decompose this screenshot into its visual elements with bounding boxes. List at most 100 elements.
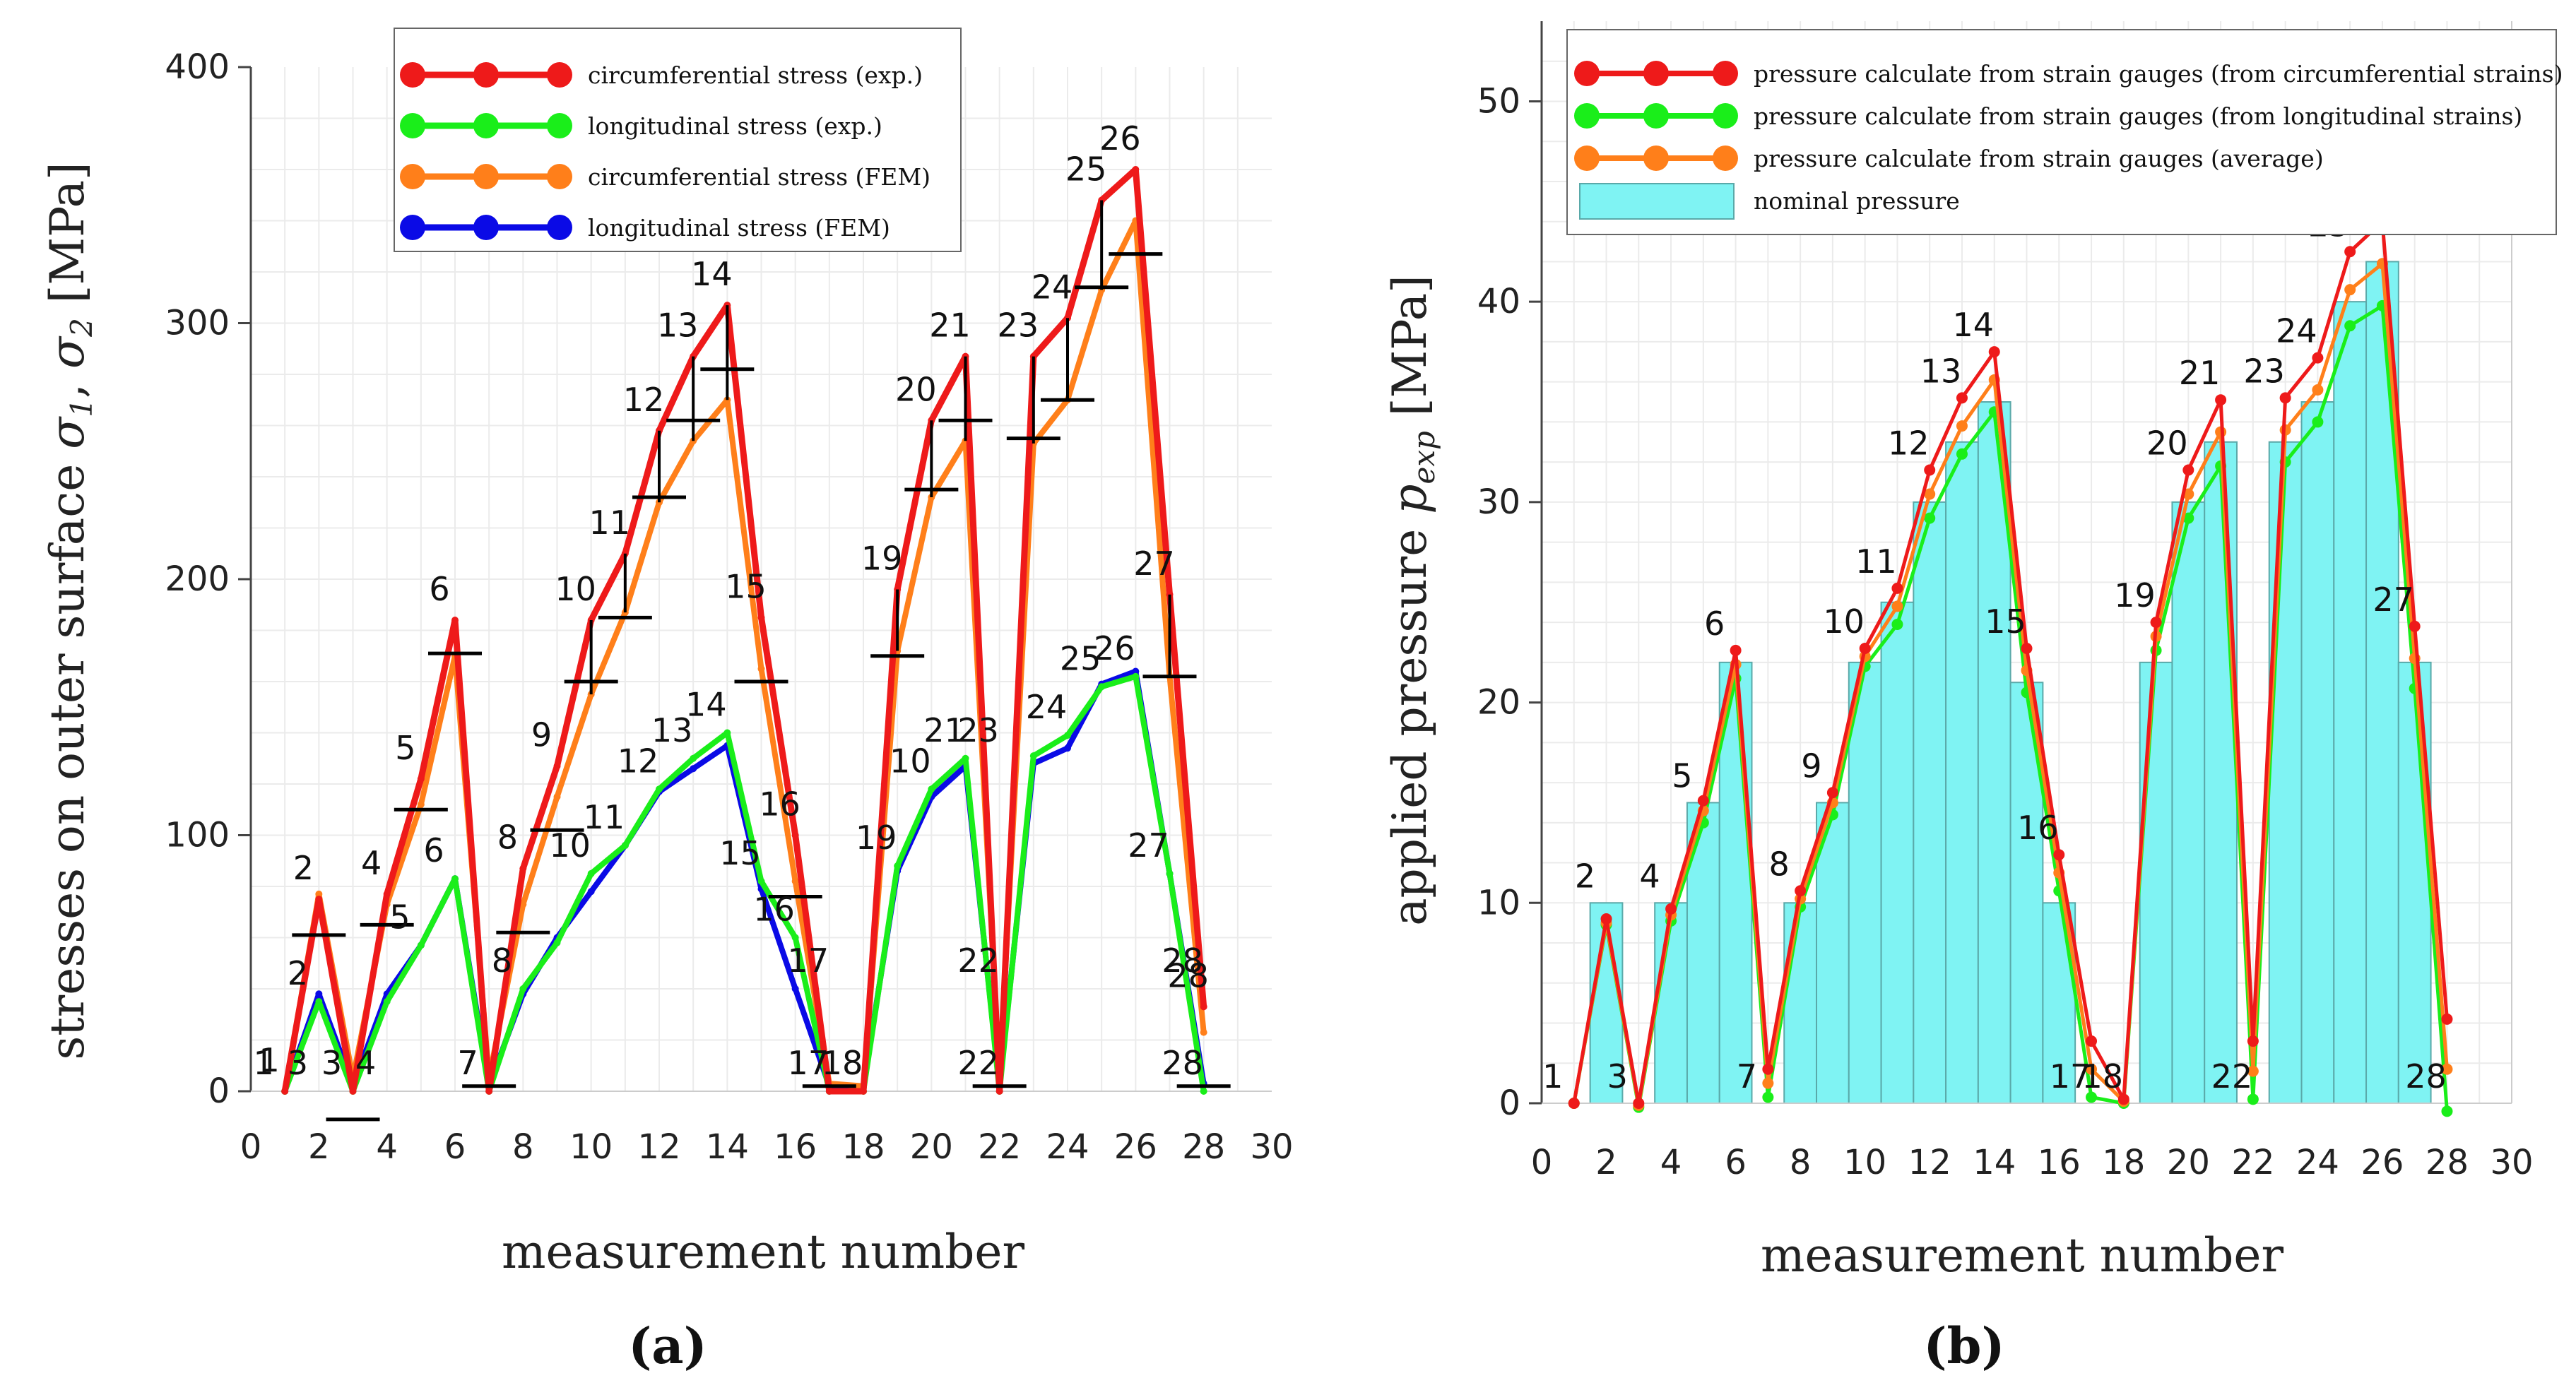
chart-b-nominal-pressure-bar	[2333, 301, 2368, 1104]
chart-b-series-line	[1572, 304, 2449, 1112]
chart-b-data-point	[1924, 464, 1936, 476]
chart-a-y-tick-label: 200	[165, 559, 230, 599]
chart-a-lower-point-label: 22	[957, 941, 999, 980]
chart-a-data-point	[315, 890, 323, 898]
chart-b-data-point	[2247, 1065, 2259, 1077]
chart-b-point-label: 8	[1768, 845, 1789, 883]
chart-a-x-tick-label: 26	[1114, 1127, 1157, 1167]
chart-a-y-label-unit: [MPa]	[40, 162, 95, 318]
chart-b-data-point	[2344, 246, 2356, 258]
chart-b-data-point	[2215, 394, 2227, 406]
chart-b-y-label-sub: exp	[1407, 431, 1441, 484]
chart-a-upper-point-label: 24	[1032, 268, 1073, 306]
chart-b-data-point	[2117, 1093, 2129, 1105]
chart-a-lower-point-label: 26	[1094, 629, 1135, 667]
chart-a-legend-swatch-marker	[400, 62, 425, 88]
chart-b-data-point	[1924, 512, 1936, 524]
chart-b-point-label: 11	[1855, 542, 1897, 581]
chart-a-data-point	[1200, 1003, 1207, 1011]
chart-b-data-point	[1891, 600, 1903, 612]
chart-a-x-tick-label: 24	[1046, 1127, 1089, 1167]
chart-b-data-point	[1795, 885, 1807, 897]
chart-a-legend-swatch-marker	[400, 164, 425, 189]
chart-a-lower-point-label: 15	[719, 834, 761, 872]
chart-b-data-point	[2312, 416, 2324, 428]
chart-a-lower-point-label: 8	[492, 941, 512, 980]
chart-b-data-point	[1600, 913, 1612, 925]
chart-b-point-label: 2	[1575, 857, 1595, 895]
chart-b-nominal-pressure-bar	[2204, 441, 2238, 1104]
chart-b-nominal-pressure-bar	[2397, 661, 2432, 1104]
chart-a-legend-label: longitudinal stress (FEM)	[588, 214, 890, 242]
chart-b-nominal-pressure-bar	[2171, 501, 2206, 1104]
chart-a-upper-point-label: 10	[555, 570, 596, 608]
chart-a-legend-swatch-marker	[400, 113, 425, 138]
chart-a-data-point	[349, 1088, 357, 1095]
chart-a-y-label-main: stresses on outer surface	[40, 449, 95, 1060]
chart-b-y-label-main: applied pressure	[1383, 514, 1437, 926]
chart-a-data-point	[690, 754, 697, 762]
chart-a-legend-swatch-marker	[547, 113, 572, 138]
chart-b-nominal-pressure-bar	[1945, 441, 1979, 1104]
chart-a-y-label-sigma2: σ	[40, 335, 95, 369]
chart-b-data-point	[2344, 284, 2356, 296]
chart-a-y-label-sep: ,	[40, 369, 95, 398]
chart-a-y-tick-label: 300	[165, 304, 230, 343]
chart-b-data-point	[1762, 1063, 1774, 1075]
chart-b-point-label: 1	[1542, 1057, 1563, 1095]
chart-b-x-tick-label: 18	[2102, 1143, 2145, 1182]
chart-a-lower-point-label: 22	[957, 1044, 999, 1082]
chart-b-nominal-pressure-bar	[1589, 902, 1624, 1104]
chart-b-point-label: 3	[1607, 1057, 1628, 1095]
chart-a-lower-point-label: 13	[651, 711, 693, 749]
chart-b-data-point	[1956, 392, 1968, 404]
chart-a-data-point	[1098, 683, 1106, 691]
chart-a-lower-point-label: 1	[254, 1044, 274, 1082]
chart-a-data-point	[825, 1088, 833, 1095]
chart-b-data-point	[1891, 582, 1903, 594]
chart-a-data-point	[757, 614, 765, 622]
chart-a-x-tick-label: 30	[1250, 1127, 1293, 1167]
chart-b-x-tick-label: 28	[2426, 1143, 2469, 1182]
chart-a-lower-point-label: 5	[389, 898, 410, 936]
chart-b-legend-swatch-marker	[1713, 61, 1738, 86]
chart-a-upper-point-label: 20	[895, 370, 937, 408]
chart-a-upper-point-label: 19	[861, 540, 903, 578]
chart-a-data-point	[451, 617, 459, 624]
chart-a-x-tick-label: 12	[637, 1127, 680, 1167]
chart-a-y-label-sigma1: σ	[40, 416, 95, 449]
chart-b-y-tick-label: 30	[1477, 482, 1520, 522]
chart-a-data-point	[587, 869, 595, 877]
chart-a-data-point	[417, 801, 425, 808]
chart-a-data-point	[1200, 1088, 1207, 1095]
chart-a-lower-point-label: 7	[458, 1044, 478, 1082]
chart-a-x-tick-label: 20	[910, 1127, 953, 1167]
chart-b-data-point	[1859, 642, 1871, 654]
chart-a-lower-point-label: 21	[923, 711, 965, 749]
chart-b-x-tick-label: 14	[1973, 1143, 2016, 1182]
chart-a-data-point	[451, 875, 459, 883]
chart-b-point-label: 16	[2017, 809, 2059, 847]
chart-a-series-line	[281, 166, 1207, 1095]
chart-b-point-label: 12	[1888, 424, 1930, 462]
chart-a-x-tick-label: 4	[376, 1127, 398, 1167]
chart-a-data-point	[1029, 752, 1037, 760]
chart-b-legend-label: pressure calculate from strain gauges (a…	[1754, 145, 2324, 172]
chart-b-legend-swatch-marker	[1643, 103, 1669, 129]
chart-a-upper-point-label: 12	[623, 381, 665, 419]
chart-b-data-point	[1633, 1098, 1645, 1109]
chart-a-data-point	[383, 890, 391, 898]
chart-b-y-label-unit: [MPa]	[1383, 275, 1437, 431]
chart-b-x-tick-label: 20	[2167, 1143, 2210, 1182]
chart-a-data-point	[315, 990, 323, 998]
chart-a-lower-point-label: 28	[1162, 1044, 1203, 1082]
chart-b-point-label: 6	[1704, 605, 1725, 643]
chart-b-x-tick-label: 12	[1908, 1143, 1951, 1182]
chart-a-data-point	[281, 1088, 289, 1095]
chart-b-data-point	[2441, 1013, 2453, 1025]
chart-b-point-label: 22	[2211, 1057, 2253, 1095]
chart-a-lower-point-label: 28	[1162, 941, 1203, 980]
chart-a-data-point	[417, 941, 425, 949]
chart-a-data-point	[690, 765, 697, 773]
